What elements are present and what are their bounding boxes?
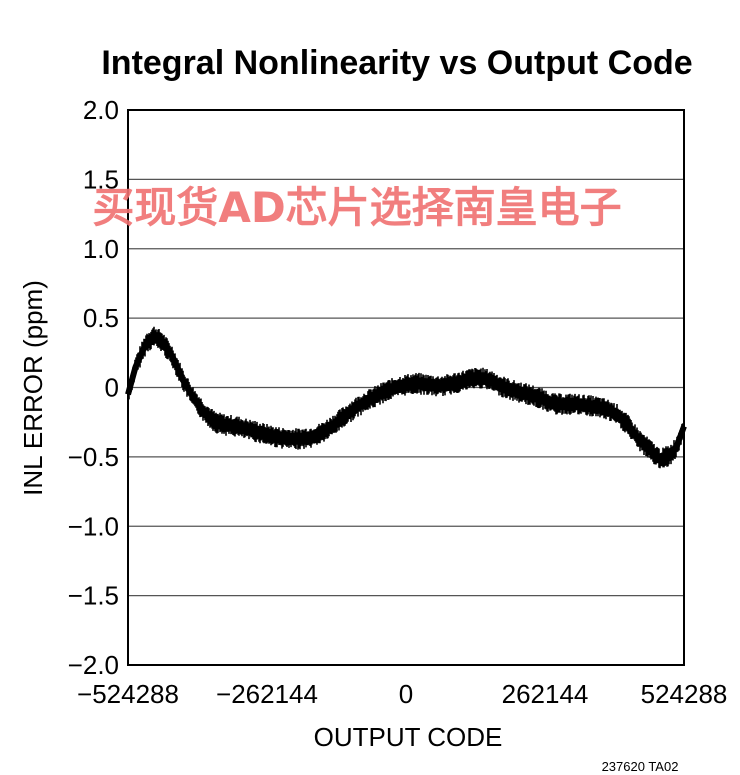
series-line-0	[125, 333, 687, 463]
chart-title: Integral Nonlinearity vs Output Code	[101, 44, 692, 82]
y-tick-label: 2.0	[83, 95, 119, 125]
x-tick-labels: −524288 −262144 0 262144 524288	[77, 679, 727, 709]
x-tick-label: 524288	[641, 679, 728, 709]
y-axis-label: INL ERROR (ppm)	[18, 280, 48, 496]
y-tick-label: 0.5	[83, 303, 119, 333]
x-tick-label: −524288	[77, 679, 179, 709]
y-tick-labels: 2.0 1.5 1.0 0.5 0 −0.5 −1.0 −1.5 −2.0	[68, 95, 119, 680]
y-tick-label: −0.5	[68, 442, 119, 472]
plot-frame	[127, 109, 685, 666]
y-tick-label: −2.0	[68, 650, 119, 680]
grid-lines	[128, 178, 684, 597]
y-tick-label: −1.5	[68, 581, 119, 611]
series-layer	[125, 326, 687, 469]
y-tick-label: 1.0	[83, 234, 119, 264]
x-axis-label: OUTPUT CODE	[314, 722, 503, 752]
y-tick-label: 1.5	[83, 164, 119, 194]
x-tick-label: −262144	[216, 679, 318, 709]
watermark-text: 买现货AD芯片选择南皇电子	[92, 183, 621, 232]
figure-id: 237620 TA02	[602, 759, 679, 774]
y-tick-label: 0	[105, 373, 119, 403]
x-tick-label: 0	[399, 679, 413, 709]
x-tick-label: 262144	[502, 679, 589, 709]
series-band-0	[128, 326, 684, 469]
y-tick-label: −1.0	[68, 511, 119, 541]
